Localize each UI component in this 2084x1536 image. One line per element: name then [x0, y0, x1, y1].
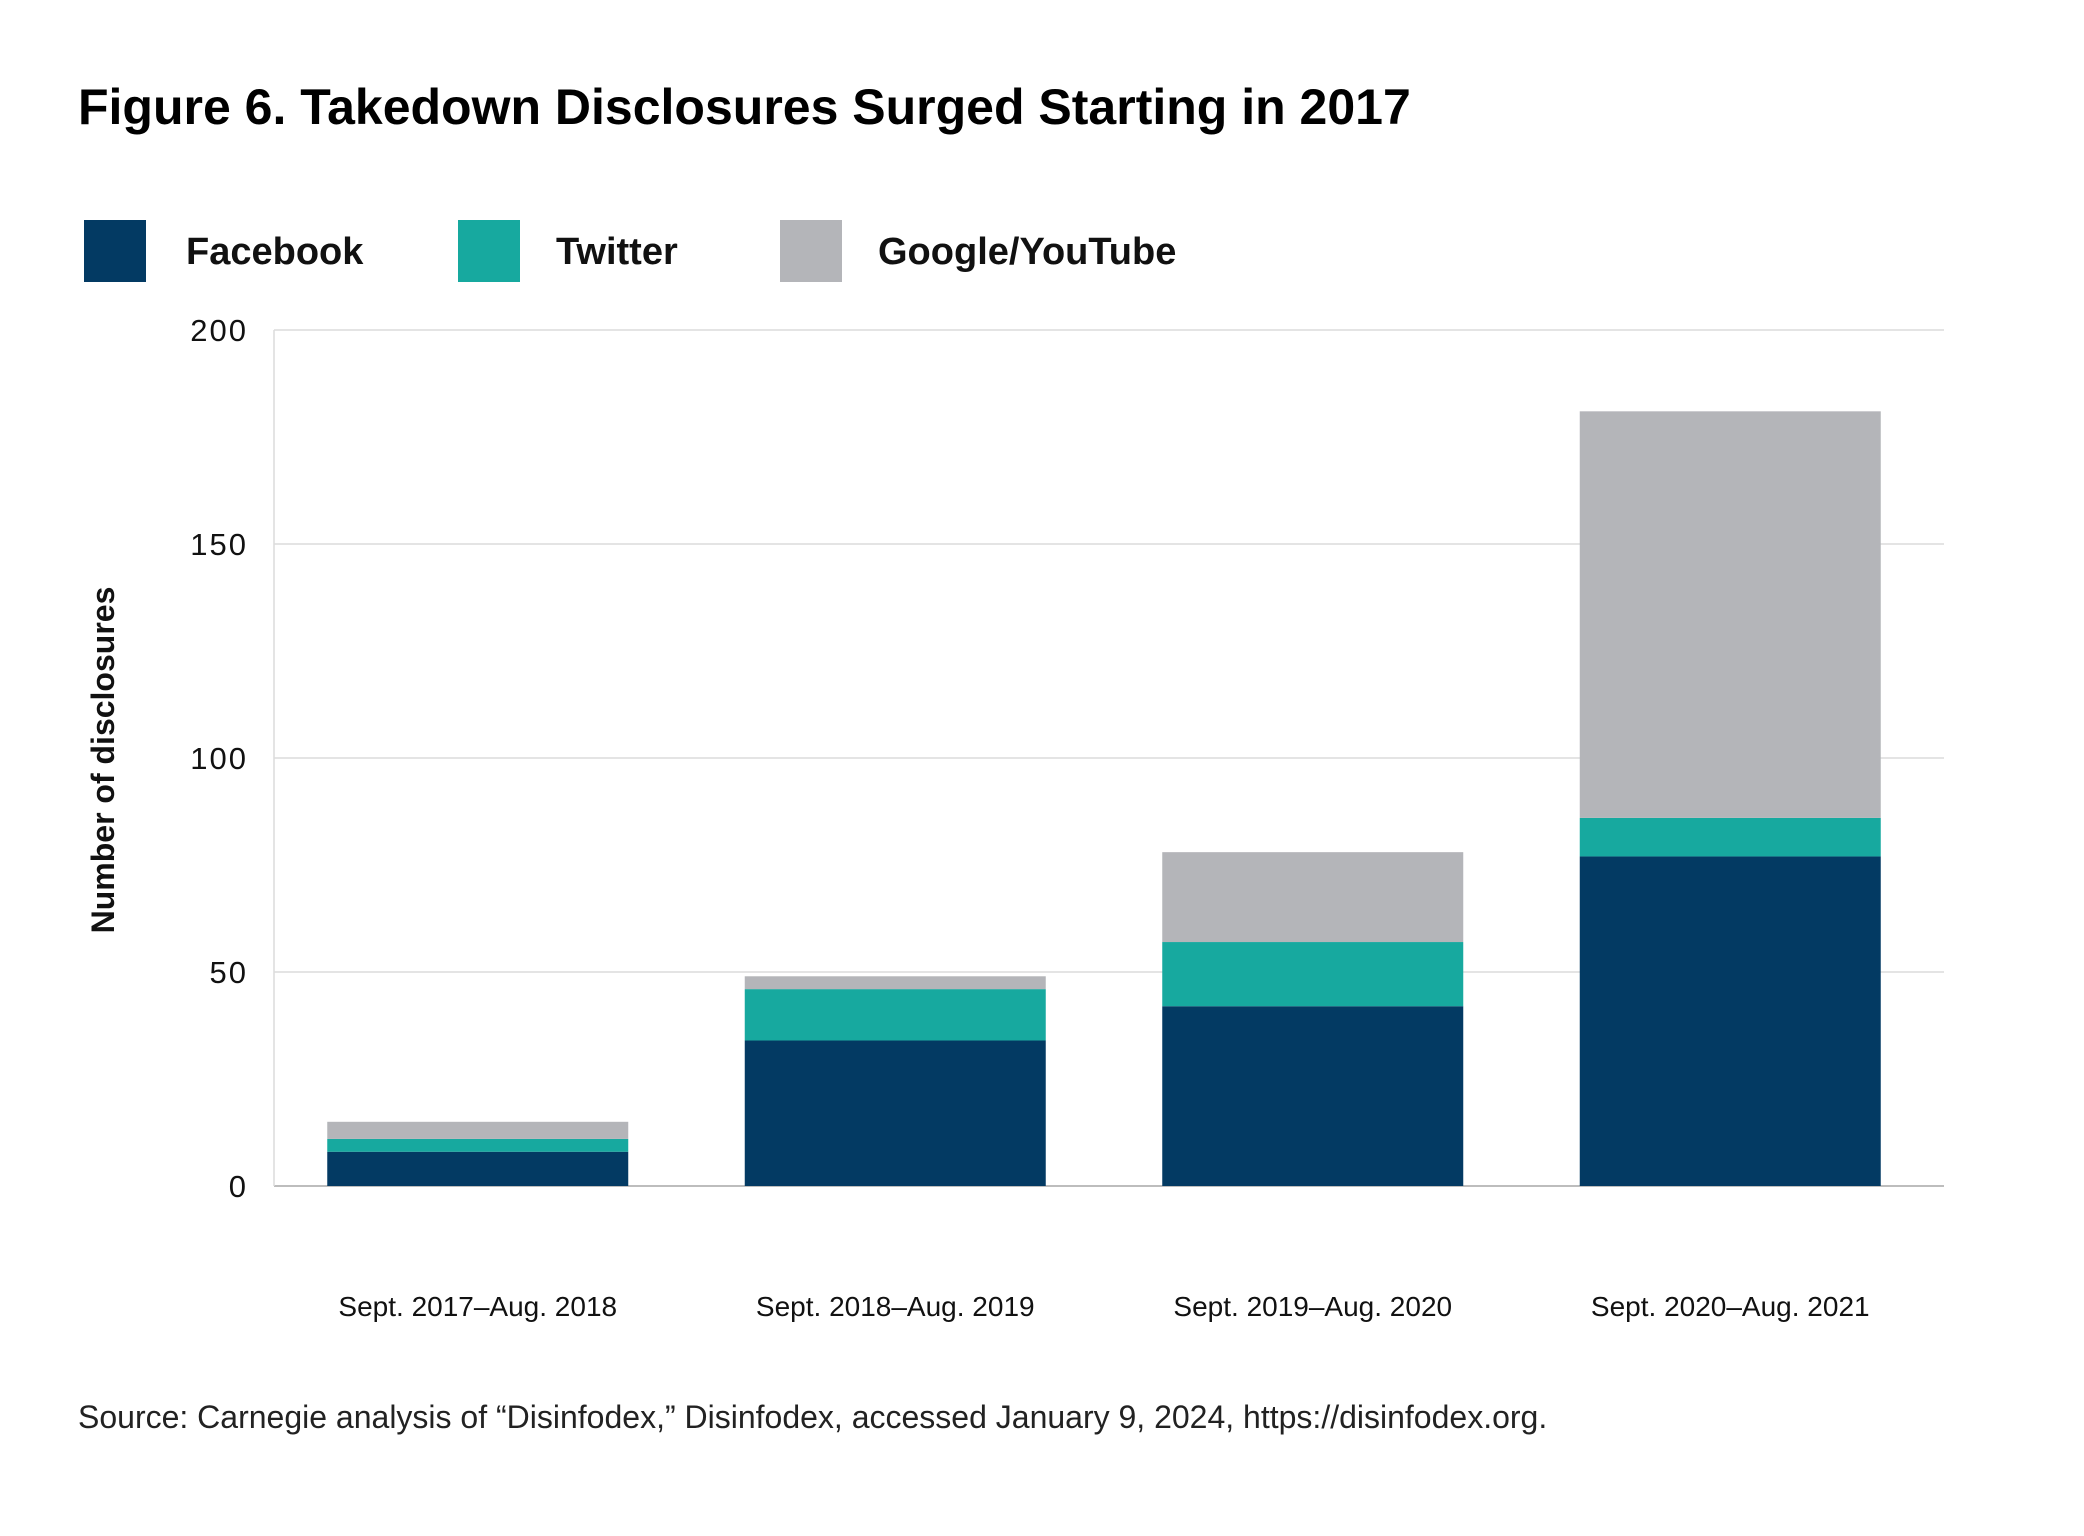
- bar-google-youtube-1: [744, 976, 1046, 990]
- legend-swatch-0: [84, 220, 146, 282]
- legend-swatch-2: [780, 220, 842, 282]
- legend-label-2: Google/YouTube: [878, 231, 1176, 273]
- x-category-label-0: Sept. 2017–Aug. 2018: [338, 1291, 617, 1322]
- x-category-label-3: Sept. 2020–Aug. 2021: [1591, 1291, 1870, 1322]
- source-note: Source: Carnegie analysis of “Disinfodex…: [78, 1399, 1547, 1435]
- bar-facebook-2: [1162, 1006, 1464, 1186]
- bar-facebook-3: [1579, 856, 1881, 1186]
- bar-twitter-0: [327, 1138, 629, 1152]
- bar-twitter-2: [1162, 942, 1464, 1007]
- y-tick-label-1: 50: [210, 955, 248, 990]
- legend-label-1: Twitter: [556, 231, 678, 273]
- x-axis-categories: Sept. 2017–Aug. 2018 Sept. 2018–Aug. 2019…: [338, 1291, 1869, 1322]
- y-tick-label-0: 0: [229, 1169, 248, 1204]
- legend: Facebook Twitter Google/YouTube: [84, 220, 1176, 282]
- x-category-label-2: Sept. 2019–Aug. 2020: [1173, 1291, 1452, 1322]
- y-tick-label-3: 150: [190, 527, 248, 562]
- bar-google-youtube-3: [1579, 411, 1881, 818]
- legend-swatch-1: [458, 220, 520, 282]
- chart-title: Figure 6. Takedown Disclosures Surged St…: [78, 79, 1411, 135]
- bar-google-youtube-0: [327, 1121, 629, 1139]
- y-tick-label-2: 100: [190, 741, 248, 776]
- bar-twitter-1: [744, 989, 1046, 1041]
- x-category-label-1: Sept. 2018–Aug. 2019: [756, 1291, 1035, 1322]
- bar-facebook-0: [327, 1151, 629, 1186]
- legend-label-0: Facebook: [186, 231, 364, 273]
- y-axis-label: Number of disclosures: [85, 587, 121, 934]
- bar-facebook-1: [744, 1040, 1046, 1186]
- y-axis-ticks: 0 50 100 150 200: [190, 313, 248, 1204]
- y-tick-label-4: 200: [190, 313, 248, 348]
- bar-google-youtube-2: [1162, 852, 1464, 943]
- bar-twitter-3: [1579, 817, 1881, 857]
- bars: [327, 411, 1881, 1186]
